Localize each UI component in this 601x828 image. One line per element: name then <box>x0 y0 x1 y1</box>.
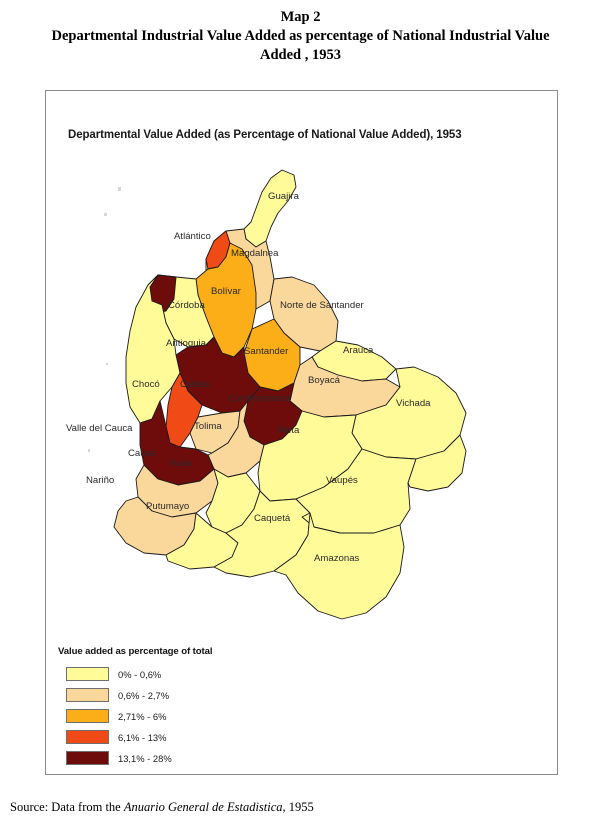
label-cordoba: Córdoba <box>168 300 205 311</box>
label-caqueta: Caquetá <box>254 513 291 524</box>
colombia-choropleth-map: Guajira Atlántico Magdalnea Bolívar Córd… <box>56 161 548 631</box>
label-arauca: Arauca <box>343 345 374 356</box>
legend-swatch <box>66 667 109 681</box>
label-cauca: Cauca <box>128 448 156 459</box>
source-note: Source: Data from the Anuario General de… <box>10 800 314 815</box>
label-vaupes: Vaupés <box>326 475 358 486</box>
label-vichada: Vichada <box>396 398 431 409</box>
legend-swatch <box>66 751 109 765</box>
legend-swatch <box>66 709 109 723</box>
region-putumayo[interactable] <box>165 512 239 570</box>
region-vaupes[interactable] <box>295 448 417 534</box>
label-putumayo: Putumayo <box>146 501 189 512</box>
scan-speck <box>88 449 90 452</box>
scan-speck <box>106 363 108 365</box>
scan-speck <box>104 213 107 216</box>
scan-speck <box>118 187 121 191</box>
label-guajira: Guajira <box>268 191 300 202</box>
heading-line-2: Departmental Industrial Value Added as p… <box>51 28 550 44</box>
label-meta: Meta <box>278 425 300 436</box>
heading-line-1: Map 2 <box>280 9 321 25</box>
region-guajira[interactable] <box>243 169 297 248</box>
legend-label: 6,1% - 13% <box>118 731 167 743</box>
heading-line-3: Added , 1953 <box>260 47 341 63</box>
source-prefix: Source: Data from the <box>10 800 124 814</box>
label-santander: Santander <box>244 346 289 357</box>
label-huila: Huila <box>170 458 193 469</box>
label-cundinamarca: Cundinamarca <box>228 393 291 404</box>
label-valle-del-cauca: Valle del Cauca <box>66 423 133 434</box>
label-bolivar: Bolívar <box>211 286 242 297</box>
label-boyaca: Boyacá <box>308 375 341 386</box>
map-legend: Value added as percentage of total 0% - … <box>58 646 358 770</box>
legend-swatch <box>66 730 109 744</box>
legend-label: 0,6% - 2,7% <box>118 689 170 701</box>
legend-title: Value added as percentage of total <box>58 646 213 657</box>
label-choco: Chocó <box>132 379 160 390</box>
legend-label: 0% - 0,6% <box>118 668 162 680</box>
label-caldas: Caldas <box>180 379 210 390</box>
region-guainia[interactable] <box>407 434 467 492</box>
legend-item: 0% - 0,6% <box>58 665 358 683</box>
source-title: Anuario General de Estadistica <box>123 800 283 814</box>
label-narino: Nariño <box>86 475 114 486</box>
map-title: Departmental Value Added (as Percentage … <box>68 129 462 141</box>
map-labels: Guajira Atlántico Magdalnea Bolívar Córd… <box>66 191 431 564</box>
label-amazonas: Amazonas <box>314 553 360 564</box>
legend-item: 2,71% - 6% <box>58 707 358 725</box>
legend-item: 6,1% - 13% <box>58 728 358 746</box>
label-norte-de-santander: Norte de Santander <box>280 300 365 311</box>
legend-item: 0,6% - 2,7% <box>58 686 358 704</box>
legend-label: 13,1% - 28% <box>118 752 172 764</box>
page-heading: Map 2 Departmental Industrial Value Adde… <box>0 8 601 65</box>
legend-label: 2,71% - 6% <box>118 710 167 722</box>
label-tolima: Tolima <box>194 421 222 432</box>
label-magdalena: Magdalnea <box>231 248 279 259</box>
legend-item: 13,1% - 28% <box>58 749 358 767</box>
source-suffix: , 1955 <box>282 800 314 814</box>
label-antioquia: Antioquia <box>166 338 207 349</box>
region-amazonas[interactable] <box>273 512 405 620</box>
figure-frame: Departmental Value Added (as Percentage … <box>45 90 558 775</box>
label-atlantico: Atlántico <box>174 231 211 242</box>
legend-swatch <box>66 688 109 702</box>
